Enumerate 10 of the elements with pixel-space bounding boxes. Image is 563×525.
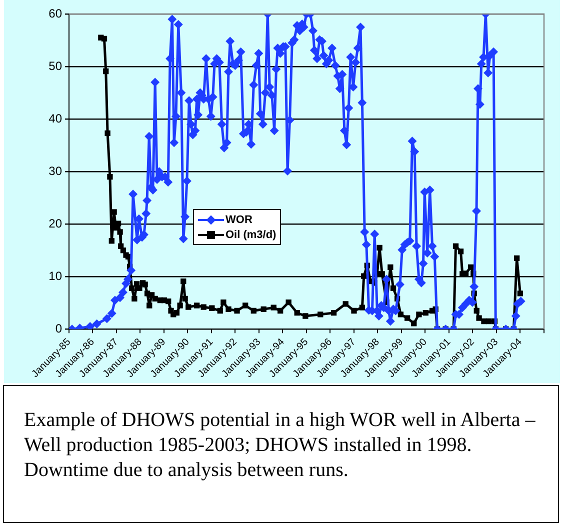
y-tick-label: 0	[55, 321, 62, 336]
y-tick-label: 60	[48, 6, 62, 20]
y-tick-label: 50	[48, 58, 62, 73]
text: Example of DHOWS potential in a high WOR well in Alberta – Well production 1985-2003; DHOWS installed in 1998. Downtime due to analysis between runs.	[24, 408, 536, 483]
y-tick-label: 20	[48, 216, 62, 230]
legend-label: Oil (m3/d)	[226, 228, 276, 241]
y-tick-label: 30	[48, 164, 62, 178]
y-tick-label: 10	[48, 268, 62, 283]
y-tick-label: 40	[48, 111, 62, 126]
legend-label: WOR	[226, 214, 252, 226]
